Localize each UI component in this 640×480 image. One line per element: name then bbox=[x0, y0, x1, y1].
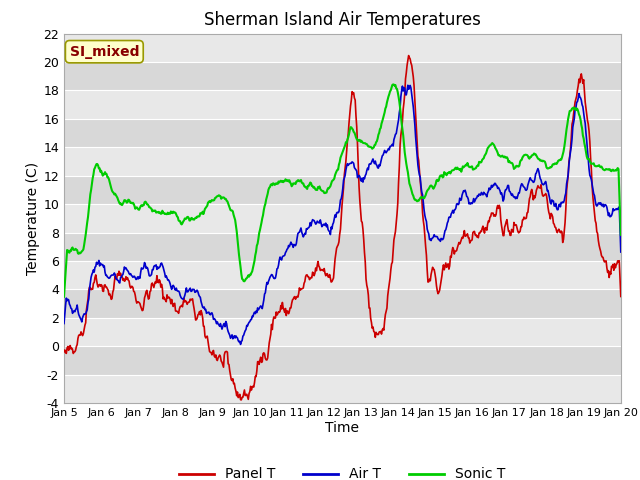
Bar bbox=[64, 375, 621, 403]
Legend: Panel T, Air T, Sonic T: Panel T, Air T, Sonic T bbox=[174, 462, 511, 480]
Bar bbox=[64, 119, 621, 147]
Bar bbox=[64, 233, 621, 261]
Text: SI_mixed: SI_mixed bbox=[70, 45, 139, 59]
Bar bbox=[64, 347, 621, 375]
Bar bbox=[64, 34, 621, 62]
Bar bbox=[64, 147, 621, 176]
X-axis label: Time: Time bbox=[325, 421, 360, 435]
Bar bbox=[64, 289, 621, 318]
Y-axis label: Temperature (C): Temperature (C) bbox=[26, 162, 40, 275]
Bar bbox=[64, 318, 621, 347]
Bar bbox=[64, 261, 621, 289]
Title: Sherman Island Air Temperatures: Sherman Island Air Temperatures bbox=[204, 11, 481, 29]
Bar bbox=[64, 176, 621, 204]
Bar bbox=[64, 62, 621, 90]
Bar bbox=[64, 204, 621, 233]
Bar bbox=[64, 90, 621, 119]
